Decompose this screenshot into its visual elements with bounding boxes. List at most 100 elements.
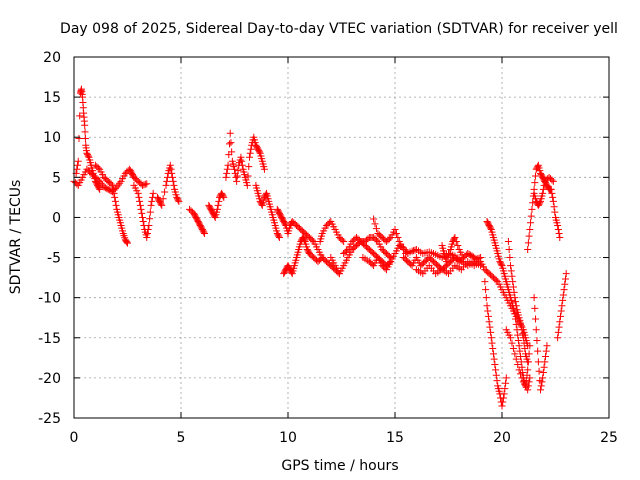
data-point xyxy=(94,176,102,184)
data-point xyxy=(534,347,542,355)
data-point xyxy=(136,197,144,205)
data-point xyxy=(474,255,482,263)
data-point xyxy=(223,165,231,173)
data-point xyxy=(442,258,450,266)
data-point xyxy=(487,328,495,336)
data-point xyxy=(530,294,538,302)
data-point xyxy=(75,135,83,143)
data-point xyxy=(542,352,550,360)
series-track-g xyxy=(205,189,228,221)
data-point xyxy=(138,209,146,217)
x-tick-labels: 0 5 10 15 20 25 xyxy=(70,430,618,446)
data-point xyxy=(514,361,522,369)
data-point xyxy=(110,189,118,197)
data-point xyxy=(158,201,166,209)
series-track-l xyxy=(316,217,348,246)
data-point xyxy=(539,369,547,377)
data-point xyxy=(538,378,546,386)
data-point xyxy=(482,294,490,302)
data-point xyxy=(521,344,529,352)
data-point xyxy=(149,189,157,197)
series-track-o xyxy=(359,242,412,274)
data-point xyxy=(342,247,350,255)
data-point xyxy=(81,135,89,143)
data-point xyxy=(400,246,408,254)
series-track-b xyxy=(70,165,151,196)
data-point xyxy=(519,334,527,342)
data-point xyxy=(514,336,522,344)
data-point xyxy=(554,221,562,229)
data-point xyxy=(74,157,82,165)
data-point xyxy=(226,140,234,148)
data-point xyxy=(498,402,506,410)
data-point xyxy=(245,153,253,161)
data-point xyxy=(540,363,548,371)
series-track-y xyxy=(524,161,564,254)
data-point xyxy=(512,298,520,306)
y-tick-label: 20 xyxy=(43,50,61,66)
data-point xyxy=(489,344,497,352)
data-point xyxy=(135,193,143,201)
data-point xyxy=(238,161,246,169)
data-point xyxy=(167,165,175,173)
data-point xyxy=(532,315,540,323)
data-point xyxy=(138,181,146,189)
data-point xyxy=(551,208,559,216)
data-point xyxy=(556,234,564,241)
data-point xyxy=(255,148,263,156)
data-point xyxy=(539,185,547,193)
x-tick-label: 0 xyxy=(70,430,79,446)
data-point xyxy=(136,201,144,209)
data-point xyxy=(524,358,532,366)
data-point xyxy=(262,191,270,199)
data-point xyxy=(96,185,104,193)
x-axis-label: GPS time / hours xyxy=(281,458,398,474)
data-point xyxy=(505,246,513,254)
data-point xyxy=(555,323,563,331)
data-point xyxy=(238,157,246,165)
data-point xyxy=(518,374,526,382)
data-point xyxy=(509,283,517,291)
data-point xyxy=(525,232,533,240)
data-point xyxy=(174,196,182,204)
data-point xyxy=(163,177,171,185)
x-tick-label: 10 xyxy=(279,430,297,446)
data-point xyxy=(288,268,296,276)
data-point xyxy=(84,152,92,160)
y-tick-label: 15 xyxy=(43,90,61,106)
data-point xyxy=(325,219,333,227)
data-point xyxy=(524,366,532,374)
data-point xyxy=(510,288,518,296)
data-point xyxy=(524,382,532,390)
data-point xyxy=(541,358,549,366)
data-point xyxy=(560,286,568,294)
data-point xyxy=(484,312,492,320)
data-point xyxy=(527,219,535,227)
series-track-h xyxy=(222,129,268,189)
data-point xyxy=(139,217,147,225)
data-point xyxy=(246,149,254,157)
data-point xyxy=(162,181,170,189)
data-point xyxy=(168,169,176,177)
series-track-x xyxy=(504,238,532,366)
data-point xyxy=(518,326,526,334)
data-point xyxy=(506,254,514,262)
series-track-p xyxy=(370,215,408,254)
data-point xyxy=(532,172,540,180)
series-track-v xyxy=(483,217,534,390)
data-point xyxy=(543,342,551,350)
data-point xyxy=(526,342,534,350)
data-point xyxy=(214,201,222,209)
data-point xyxy=(144,225,152,233)
data-point xyxy=(81,121,89,129)
data-point xyxy=(531,179,539,187)
data-point xyxy=(534,358,542,366)
series-track-aa xyxy=(530,173,557,209)
data-point xyxy=(522,377,530,385)
data-point xyxy=(537,386,545,394)
data-point xyxy=(308,236,316,244)
data-point xyxy=(515,342,523,350)
data-point xyxy=(533,336,541,344)
y-tick-labels: -25 -20 -15 -10 -5 0 5 10 15 20 xyxy=(38,50,61,427)
series-track-k xyxy=(280,234,326,278)
